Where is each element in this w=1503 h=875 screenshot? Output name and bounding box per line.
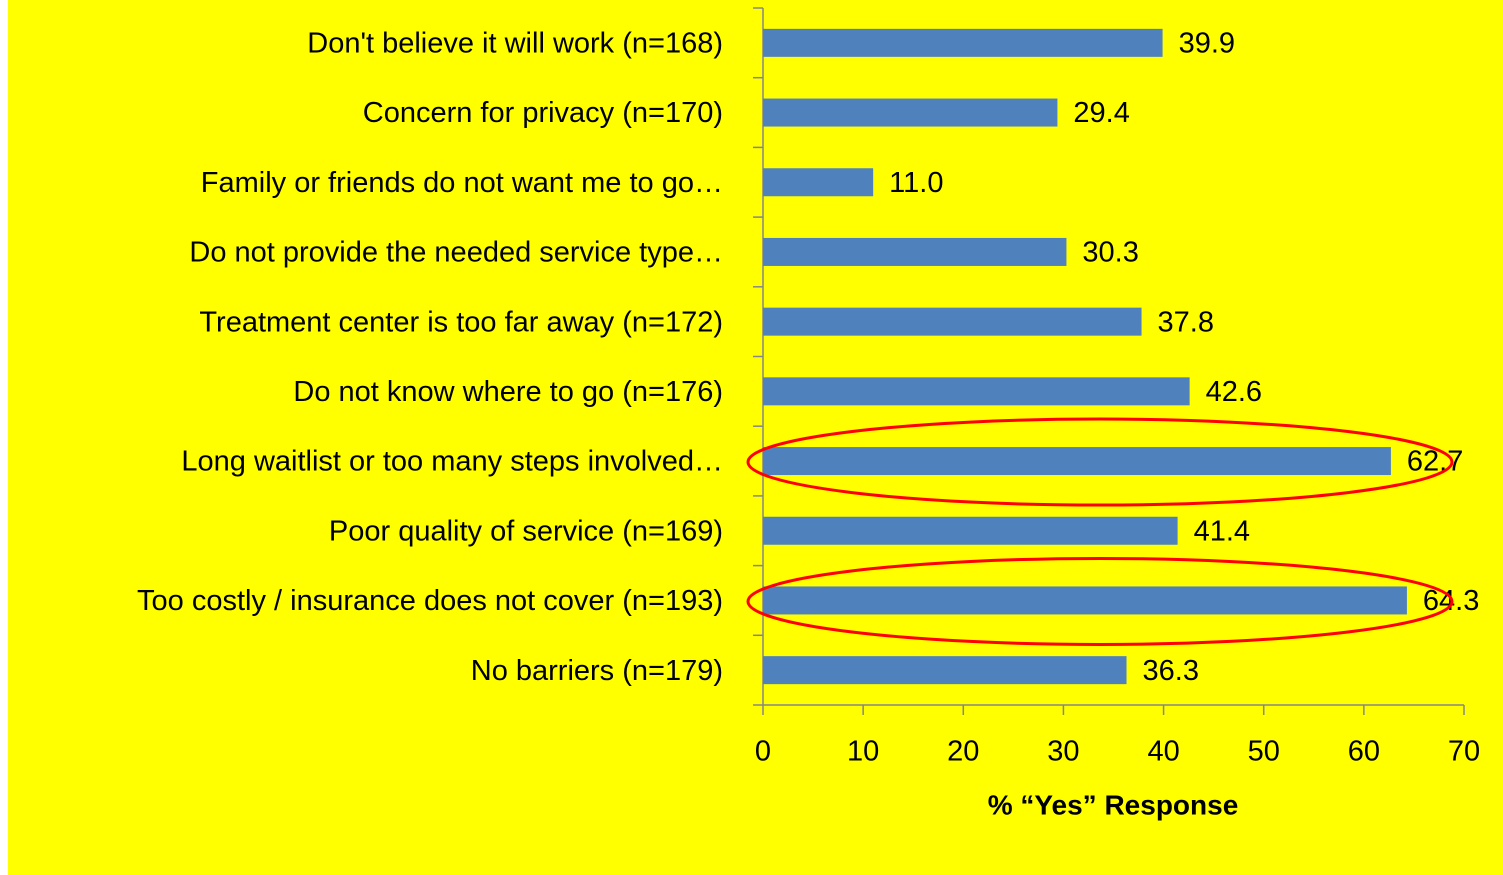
- x-tick-label: 50: [1248, 736, 1280, 768]
- y-tick-label: Long waitlist or too many steps involved…: [181, 446, 723, 478]
- x-tick-label: 30: [1047, 736, 1079, 768]
- y-tick-label: Concern for privacy (n=170): [363, 97, 723, 129]
- y-tick-label: Don't believe it will work (n=168): [307, 28, 723, 60]
- y-tick-label: No barriers (n=179): [471, 655, 723, 687]
- x-tick-label: 70: [1448, 736, 1480, 768]
- data-label: 42.6: [1206, 376, 1262, 408]
- x-tick-label: 10: [847, 736, 879, 768]
- y-tick-label: Too costly / insurance does not cover (n…: [137, 585, 723, 617]
- data-label: 37.8: [1158, 306, 1214, 338]
- data-label: 11.0: [889, 167, 943, 199]
- highlight-ellipse: [746, 417, 1454, 507]
- y-tick-label: Family or friends do not want me to go…: [201, 167, 723, 199]
- background: [8, 0, 1503, 875]
- bar: [763, 447, 1391, 476]
- x-tick-label: 60: [1348, 736, 1380, 768]
- bar: [763, 28, 1163, 57]
- x-tick-label: 0: [755, 736, 771, 768]
- bar: [763, 307, 1142, 336]
- data-label: 29.4: [1073, 97, 1129, 129]
- bar: [763, 656, 1127, 685]
- bar: [763, 516, 1178, 545]
- x-tick-label: 20: [947, 736, 979, 768]
- bar: [763, 98, 1058, 127]
- data-label: 62.7: [1407, 446, 1463, 478]
- highlight-ellipse: [746, 556, 1454, 646]
- x-tick-label: 40: [1147, 736, 1179, 768]
- bar: [763, 237, 1067, 266]
- y-tick-label: Treatment center is too far away (n=172): [199, 306, 723, 338]
- data-label: 36.3: [1143, 655, 1199, 687]
- data-label: 41.4: [1194, 515, 1250, 547]
- data-label: 30.3: [1082, 237, 1138, 269]
- y-tick-label: Do not provide the needed service type…: [189, 237, 723, 269]
- y-tick-label: Poor quality of service (n=169): [329, 515, 723, 547]
- data-label: 39.9: [1179, 28, 1235, 60]
- x-axis-label: % “Yes” Response: [988, 789, 1239, 820]
- bar: [763, 586, 1407, 615]
- bar: [763, 377, 1190, 406]
- bar: [763, 168, 874, 197]
- y-tick-label: Do not know where to go (n=176): [293, 376, 723, 408]
